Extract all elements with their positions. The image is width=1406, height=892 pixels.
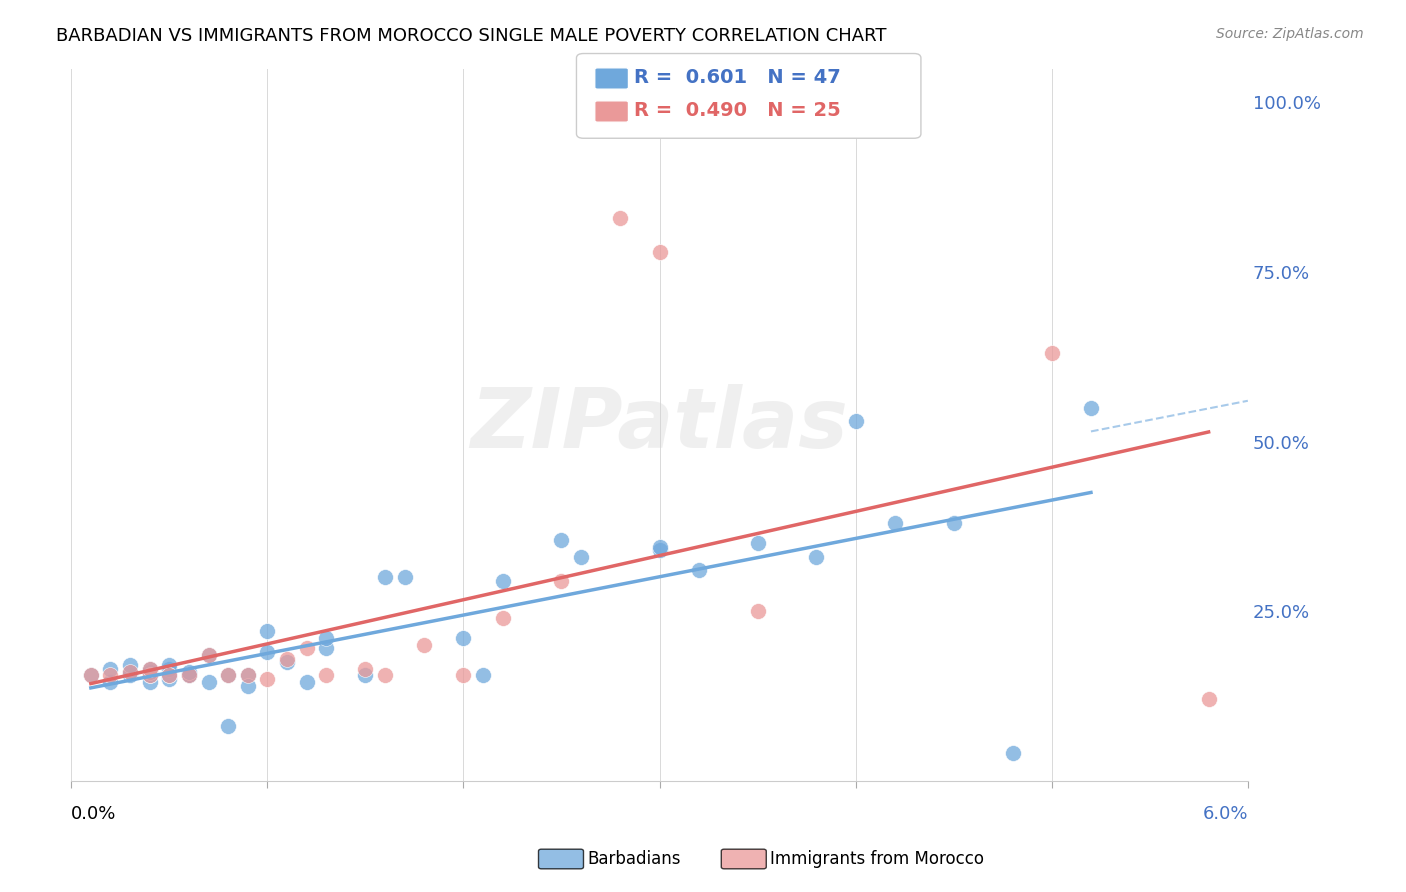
Point [157, 668, 180, 682]
Point [492, 574, 515, 588]
Point [256, 672, 278, 686]
Text: Barbadians: Barbadians [588, 850, 682, 868]
Point [472, 668, 495, 682]
Point [256, 624, 278, 639]
Text: 6.0%: 6.0% [1202, 805, 1249, 823]
Point [354, 668, 377, 682]
Point [120, 665, 142, 679]
Point [315, 668, 337, 682]
Point [1198, 692, 1220, 706]
Point [1040, 346, 1063, 360]
Point [177, 665, 200, 679]
Point [374, 668, 396, 682]
Point [197, 675, 219, 690]
Point [138, 668, 160, 682]
Point [100, 662, 122, 676]
Point [177, 668, 200, 682]
Text: Source: ZipAtlas.com: Source: ZipAtlas.com [1216, 27, 1364, 41]
Point [80, 668, 103, 682]
Point [845, 414, 868, 428]
Point [157, 662, 180, 676]
Text: 0.0%: 0.0% [72, 805, 117, 823]
Point [276, 655, 298, 669]
Point [100, 668, 122, 682]
Point [648, 244, 671, 259]
Point [138, 668, 160, 682]
Point [295, 641, 318, 656]
Point [217, 668, 239, 682]
Point [177, 668, 200, 682]
Point [315, 641, 337, 656]
Point [236, 679, 259, 693]
Point [453, 668, 475, 682]
Text: R =  0.490   N = 25: R = 0.490 N = 25 [634, 101, 841, 120]
Point [138, 675, 160, 690]
Point [100, 675, 122, 690]
Point [413, 638, 436, 652]
Point [138, 662, 160, 676]
Point [80, 668, 103, 682]
Point [550, 533, 572, 547]
Point [394, 570, 416, 584]
Point [609, 211, 631, 225]
Point [157, 658, 180, 673]
Text: R =  0.601   N = 47: R = 0.601 N = 47 [634, 68, 841, 87]
Point [315, 631, 337, 645]
Point [157, 668, 180, 682]
Point [648, 543, 671, 558]
Point [942, 516, 965, 530]
Point [688, 563, 710, 577]
Point [1080, 401, 1102, 415]
Point [374, 570, 396, 584]
Point [550, 574, 572, 588]
Point [236, 668, 259, 682]
Point [197, 648, 219, 662]
Point [120, 658, 142, 673]
Point [120, 668, 142, 682]
Point [138, 662, 160, 676]
Text: Immigrants from Morocco: Immigrants from Morocco [770, 850, 984, 868]
Point [157, 672, 180, 686]
Point [120, 665, 142, 679]
Point [354, 662, 377, 676]
Point [1001, 747, 1024, 761]
Point [492, 611, 515, 625]
Text: BARBADIAN VS IMMIGRANTS FROM MOROCCO SINGLE MALE POVERTY CORRELATION CHART: BARBADIAN VS IMMIGRANTS FROM MOROCCO SIN… [56, 27, 887, 45]
Point [177, 668, 200, 682]
Point [747, 604, 769, 618]
Point [236, 668, 259, 682]
Point [256, 645, 278, 659]
Text: ZIPatlas: ZIPatlas [471, 384, 848, 465]
Point [569, 549, 592, 564]
Point [217, 719, 239, 733]
Point [138, 665, 160, 679]
Point [806, 549, 828, 564]
Point [217, 668, 239, 682]
Point [747, 536, 769, 550]
Point [276, 651, 298, 665]
Point [453, 631, 475, 645]
Point [648, 540, 671, 554]
Point [295, 675, 318, 690]
Point [197, 648, 219, 662]
Point [883, 516, 905, 530]
